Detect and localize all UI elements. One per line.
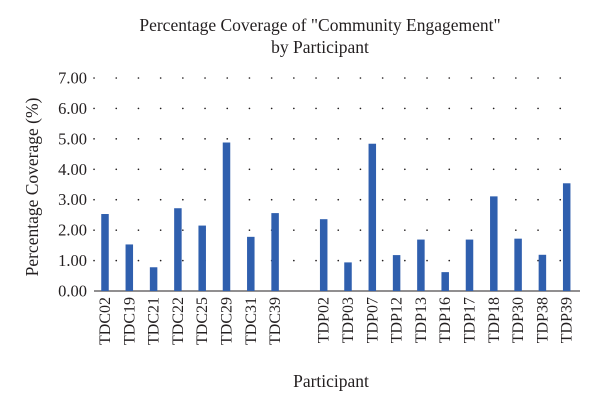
bar (417, 239, 425, 291)
x-tick-label: TDC39 (267, 297, 284, 345)
bar (101, 214, 109, 291)
gridlines (93, 77, 581, 292)
x-tick-label: TDP17 (462, 297, 479, 343)
y-tick-label: 7.00 (58, 69, 87, 88)
y-tick-label: 1.00 (58, 251, 87, 270)
y-tick-label: 4.00 (58, 160, 87, 179)
bar (319, 219, 328, 291)
bar (125, 244, 134, 291)
x-axis-ticks: TDC02 TDC19 TDC21 TDC22 TDC25 TDC29 TDC31 TDC39… (97, 297, 576, 345)
bar (174, 208, 182, 291)
x-axis-title: Participant (293, 371, 369, 391)
x-tick-label: TDC25 (194, 297, 211, 345)
bar (271, 213, 279, 291)
bar (514, 238, 522, 291)
x-tick-label: TDP02 (316, 297, 333, 343)
y-tick-label: 6.00 (58, 99, 87, 118)
chart-title-line-1: Percentage Coverage of "Community Engage… (139, 15, 501, 35)
x-tick-label: TDC29 (219, 297, 236, 345)
x-tick-label: TDC21 (146, 297, 163, 345)
bar (392, 255, 401, 291)
bar (198, 225, 206, 291)
y-tick-label: 0.00 (58, 282, 87, 301)
y-tick-label: 5.00 (58, 129, 87, 148)
x-tick-label: TDP16 (437, 297, 454, 343)
x-tick-label: TDC19 (121, 297, 138, 345)
x-tick-label: TDP39 (559, 297, 576, 343)
y-axis-title: Percentage Coverage (%) (22, 97, 42, 276)
x-tick-label: TDC31 (243, 297, 260, 345)
chart-title: Percentage Coverage of "Community Engage… (0, 14, 600, 58)
x-tick-label: TDC02 (97, 297, 114, 345)
bar (247, 236, 255, 291)
bar (465, 239, 474, 291)
bars (101, 142, 571, 291)
x-tick-label: TDP38 (534, 297, 551, 343)
bar (222, 142, 231, 291)
bar (562, 183, 571, 291)
bar (490, 196, 498, 291)
bar (441, 272, 449, 291)
bar (344, 262, 352, 291)
x-tick-label: TDP30 (510, 297, 527, 343)
x-tick-label: TDP13 (413, 297, 430, 343)
bar (538, 254, 547, 291)
y-tick-label: 2.00 (58, 221, 87, 240)
x-tick-label: TDP03 (340, 297, 357, 343)
x-tick-label: TDP12 (389, 297, 406, 343)
bar (149, 267, 158, 291)
bar (368, 143, 377, 291)
x-tick-label: TDP18 (486, 297, 503, 343)
y-tick-label: 3.00 (58, 190, 87, 209)
x-tick-label: TDC22 (170, 297, 187, 345)
x-tick-label: TDP07 (364, 297, 381, 343)
chart-title-line-2: by Participant (271, 37, 369, 57)
y-axis-ticks: 0.00 1.00 2.00 3.00 4.00 5.00 6.00 7.00 (58, 69, 87, 301)
